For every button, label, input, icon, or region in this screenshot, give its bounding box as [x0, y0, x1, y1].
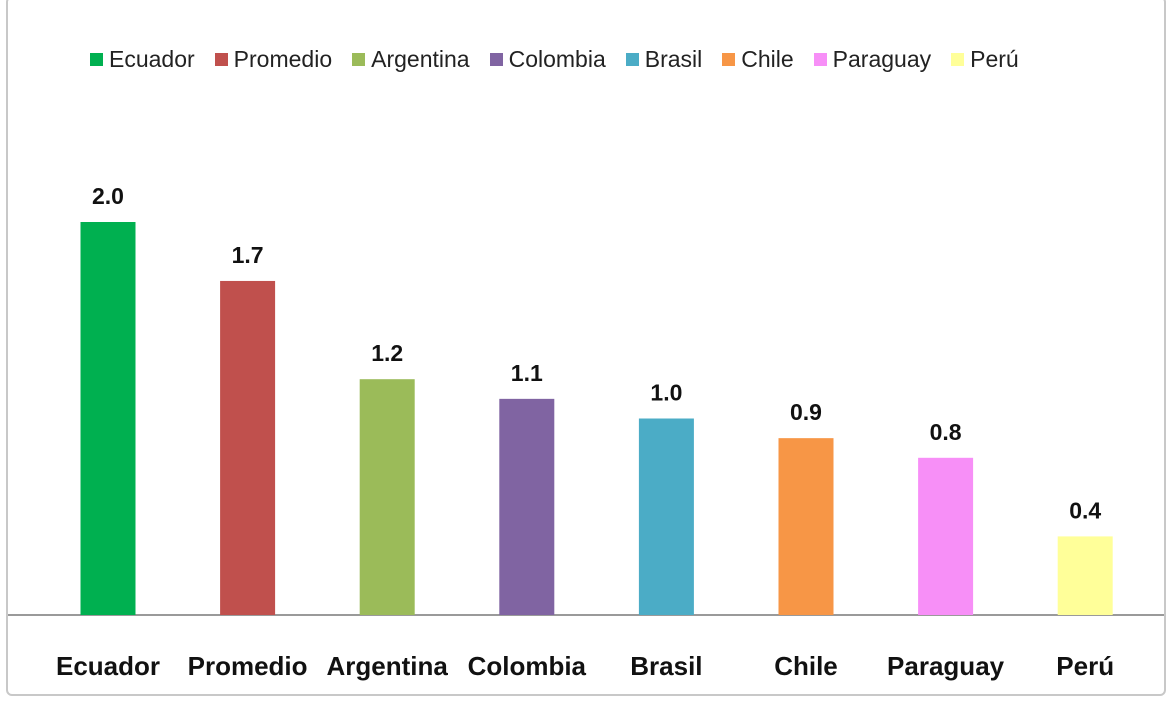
legend-swatch — [489, 53, 503, 66]
legend-label: Paraguay — [832, 46, 932, 72]
legend-item: Ecuador — [90, 46, 195, 73]
legend-item: Brasil — [625, 46, 703, 73]
legend-swatch — [352, 53, 366, 66]
legend-label: Perú — [970, 46, 1019, 72]
chart-legend: Ecuador Promedio Argentina Colombia Brasil Ch… — [90, 46, 1019, 73]
bar-paraguay — [918, 457, 974, 615]
bar-brasil — [638, 418, 694, 615]
bar-argentina — [359, 379, 415, 615]
bar-promedio — [220, 280, 276, 615]
category-label: Promedio — [188, 651, 308, 681]
legend-label: Argentina — [371, 46, 470, 72]
legend-swatch — [951, 53, 965, 66]
category-label: Perú — [1056, 651, 1114, 681]
legend-item: Promedio — [214, 46, 333, 73]
data-label: 2.0 — [92, 183, 124, 209]
data-label: 0.9 — [790, 399, 822, 425]
data-label: 1.1 — [511, 360, 543, 386]
category-label: Colombia — [468, 651, 587, 681]
data-label: 0.8 — [930, 419, 962, 445]
legend-label: Colombia — [508, 46, 606, 72]
bar-chile — [778, 438, 834, 615]
legend-swatch — [214, 53, 228, 66]
legend-item: Colombia — [489, 46, 606, 73]
legend-item: Perú — [951, 46, 1019, 73]
data-label: 1.0 — [650, 380, 682, 406]
category-label: Chile — [774, 651, 838, 681]
category-label: Ecuador — [56, 651, 160, 681]
legend-label: Ecuador — [109, 46, 195, 72]
data-label: 1.2 — [371, 340, 403, 366]
bar-perú — [1057, 536, 1113, 615]
legend-label: Brasil — [644, 46, 703, 72]
category-label: Argentina — [327, 651, 449, 681]
legend-label: Chile — [741, 46, 794, 72]
data-label: 1.7 — [232, 242, 264, 268]
bar-colombia — [499, 398, 555, 615]
legend-swatch — [625, 53, 639, 66]
legend-swatch — [813, 53, 827, 66]
category-label: Paraguay — [887, 651, 1005, 681]
bar-ecuador — [80, 222, 136, 615]
legend-item: Chile — [722, 46, 794, 73]
data-label: 0.4 — [1069, 497, 1101, 523]
legend-swatch — [722, 53, 736, 66]
legend-swatch — [90, 53, 103, 66]
category-label: Brasil — [630, 651, 702, 681]
legend-item: Paraguay — [813, 46, 932, 73]
legend-item: Argentina — [352, 46, 470, 73]
legend-label: Promedio — [233, 46, 333, 72]
